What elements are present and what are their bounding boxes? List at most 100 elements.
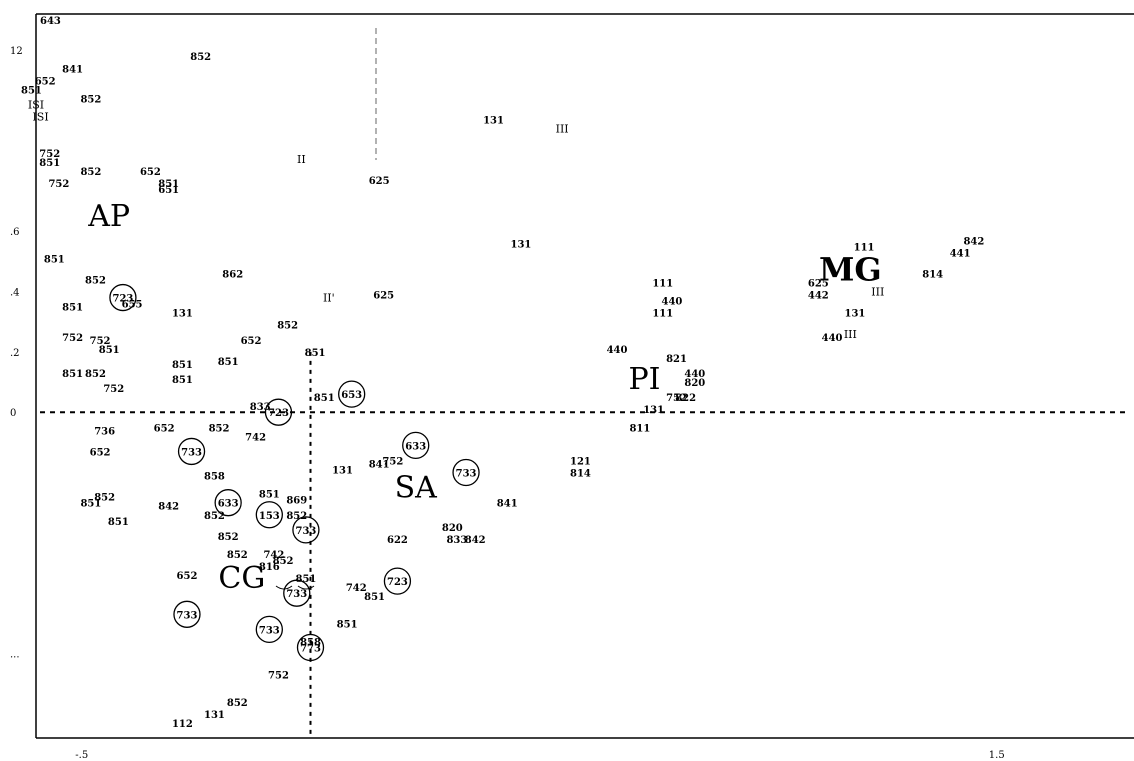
point-label: 131 [511, 239, 532, 250]
point-label: 752 [39, 149, 60, 160]
group-labels: AP CG SA PI MG [87, 199, 881, 596]
point-circle [383, 567, 412, 595]
point-label: 852 [286, 511, 307, 522]
point-circle [292, 516, 320, 544]
point-circle [264, 398, 293, 426]
point-label: 851 [314, 393, 335, 404]
point-label: 851 [172, 360, 193, 371]
point-label: 851 [337, 619, 358, 630]
point-label: 440 [822, 333, 843, 344]
point-label: 851 [364, 592, 385, 603]
point-label: 852 [94, 493, 115, 504]
point-label: II [297, 153, 306, 166]
point-label: 442 [808, 291, 829, 302]
corner-label: 643 [40, 16, 61, 27]
point-label: 131 [332, 466, 353, 477]
point-circle [296, 633, 325, 662]
group-label: MG [819, 250, 882, 288]
point-label: 625 [373, 291, 394, 302]
point-label: ISI [28, 99, 44, 112]
point-label: 111 [652, 278, 673, 289]
point-label: 752 [382, 456, 403, 467]
point-label: 869 [286, 496, 307, 507]
point-label: 851 [305, 348, 326, 359]
point-label: 851 [172, 375, 193, 386]
point-label: 733 [181, 447, 202, 458]
point-label: 852 [190, 52, 211, 63]
point-label: ISI [32, 111, 48, 124]
point-label: 851 [80, 499, 101, 510]
point-label: 852 [273, 556, 294, 567]
y-tick-label: 0 [10, 408, 16, 419]
point-label: 655 [122, 300, 143, 311]
point-label: 858 [300, 637, 321, 648]
point-label: 851 [295, 574, 316, 585]
point-label: 131 [204, 710, 225, 721]
point-label: 821 [666, 354, 687, 365]
point-label: III [871, 286, 884, 299]
point-label: 723 [112, 294, 133, 305]
point-label: 773 [300, 644, 321, 655]
point-label: 851 [218, 357, 239, 368]
point-circle [173, 600, 201, 628]
point-label: 852 [227, 550, 248, 561]
point-label: 851 [99, 345, 120, 356]
point-label: 822 [675, 393, 696, 404]
point-circle [283, 579, 311, 607]
x-tick-label: 1.5 [989, 750, 1005, 761]
point-label: 723 [387, 577, 408, 588]
point-label: 625 [808, 278, 829, 289]
y-tick-labels: 12 .6 .4 .2 0... [10, 46, 23, 660]
point-label: 816 [259, 562, 280, 573]
point-label: 852 [204, 511, 225, 522]
point-label: 852 [227, 698, 248, 709]
point-label: 852 [80, 167, 101, 178]
point-label: 841 [62, 64, 83, 75]
point-label: 653 [341, 390, 362, 401]
point-label: 842 [465, 535, 486, 546]
point-label: 625 [369, 176, 390, 187]
point-label: III [844, 328, 857, 341]
point-label: 811 [629, 423, 650, 434]
point-label: 733 [295, 526, 316, 537]
point-label: 440 [607, 345, 628, 356]
group-label: SA [395, 471, 438, 506]
point-label: 752 [103, 384, 124, 395]
point-label: 851 [108, 517, 129, 528]
point-label: 652 [177, 571, 198, 582]
point-circle [452, 458, 480, 487]
group-label: CG [218, 561, 265, 596]
point-label: 633 [405, 441, 426, 452]
point-label: 441 [950, 248, 971, 259]
point-label: 652 [154, 423, 175, 434]
point-label: 652 [90, 447, 111, 458]
point-label: 852 [277, 321, 298, 332]
point-label: 121 [570, 456, 591, 467]
point-label: 814 [570, 469, 591, 480]
y-tick-label: .6 [10, 227, 20, 238]
point-label: 851 [259, 490, 280, 501]
group-label: AP [87, 199, 130, 234]
group-label: PI [628, 362, 660, 397]
y-tick-label: .4 [10, 288, 20, 299]
point-label: 723 [268, 408, 289, 419]
point-circle [338, 380, 366, 408]
point-label: 742 [245, 432, 266, 443]
point-label: 131 [483, 116, 504, 127]
point-label: 752 [268, 671, 289, 682]
point-label: 131 [844, 309, 865, 320]
point-label: III [556, 123, 569, 136]
point-label: 852 [85, 369, 106, 380]
point-label: 842 [158, 502, 179, 513]
point-label: 733 [259, 625, 280, 636]
data-points: 841652851852ISIISI8527528518527526528516… [21, 52, 984, 730]
point-label: 652 [140, 167, 161, 178]
point-label: 833 [446, 535, 467, 546]
point-circle [109, 283, 137, 312]
point-label: 112 [172, 719, 193, 730]
cg-underline-mark [275, 585, 293, 590]
point-label: 111 [854, 242, 875, 253]
point-label: 440 [661, 297, 682, 308]
point-label: 851 [44, 254, 65, 265]
point-label: 852 [85, 275, 106, 286]
